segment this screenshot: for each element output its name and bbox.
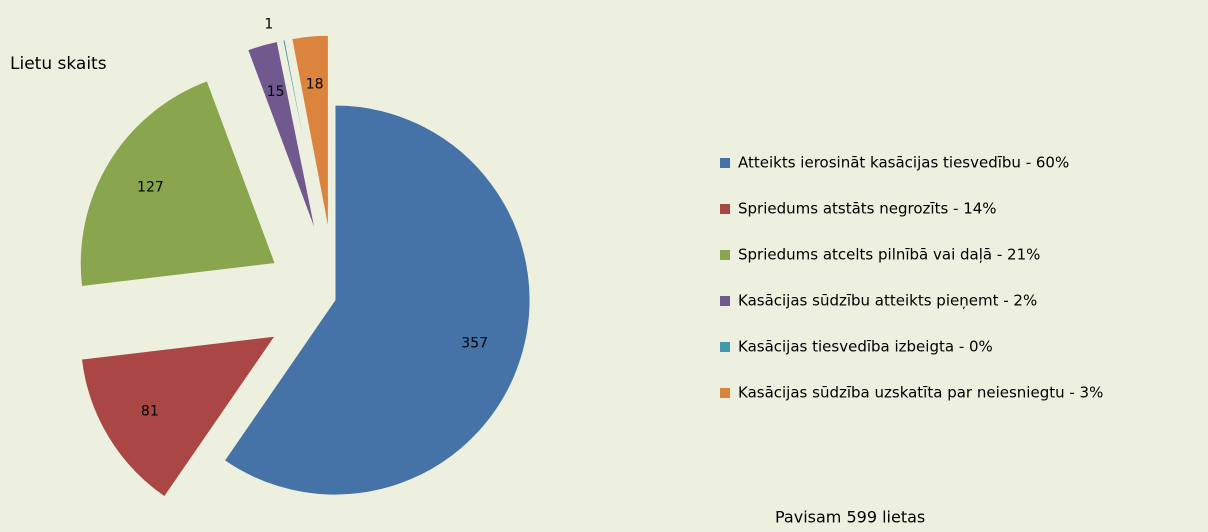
data-label: 1 <box>264 16 273 32</box>
legend-label: Atteikts ierosināt kasācijas tiesvedību … <box>738 154 1069 172</box>
legend-label: Spriedums atcelts pilnībā vai daļā - 21% <box>738 246 1040 264</box>
pie-slice <box>291 34 329 231</box>
legend-label: Kasācijas sūdzību atteikts pieņemt - 2% <box>738 292 1037 310</box>
pie-slice <box>79 80 276 288</box>
legend-swatch <box>720 388 730 398</box>
chart-title: Lietu skaits <box>10 54 107 74</box>
data-label: 81 <box>141 404 159 420</box>
legend-swatch <box>720 158 730 168</box>
data-label: 15 <box>267 84 285 100</box>
legend-label: Kasācijas sūdzība uzskatīta par neiesnie… <box>738 384 1103 402</box>
pie-slice <box>223 104 531 496</box>
data-label: 127 <box>137 179 164 195</box>
data-label: 18 <box>306 77 324 93</box>
legend-label: Spriedums atstāts negrozīts - 14% <box>738 200 997 218</box>
legend-swatch <box>720 296 730 306</box>
legend-swatch <box>720 204 730 214</box>
legend-label: Kasācijas tiesvedība izbeigta - 0% <box>738 338 993 356</box>
footnote: Pavisam 599 lietas <box>775 508 925 527</box>
data-label: 357 <box>461 335 488 351</box>
legend-swatch <box>720 250 730 260</box>
pie-slice <box>247 40 317 233</box>
legend-swatch <box>720 342 730 352</box>
pie-slice <box>282 39 322 232</box>
pie-slice <box>80 335 277 498</box>
